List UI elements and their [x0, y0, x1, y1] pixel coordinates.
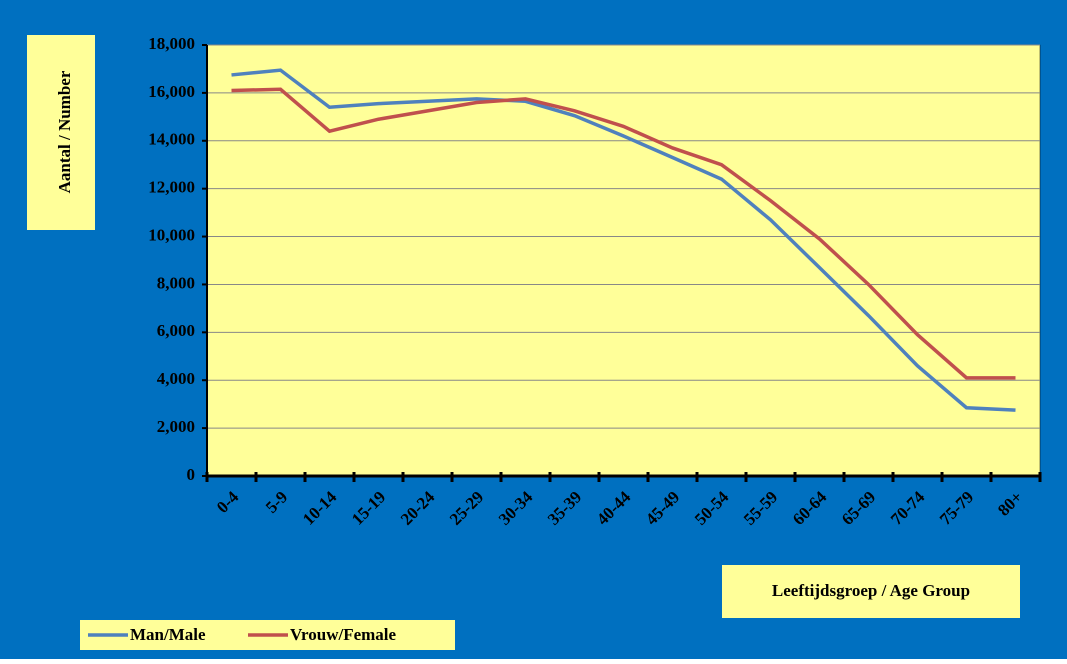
plot-area — [206, 44, 1041, 477]
y-tick-label: 16,000 — [148, 82, 195, 101]
y-tick-label: 10,000 — [148, 225, 195, 244]
y-tick-label: 6,000 — [157, 321, 195, 340]
y-tick-label: 0 — [187, 465, 196, 484]
x-label-box — [722, 565, 1020, 618]
y-tick-label: 2,000 — [157, 417, 195, 436]
data-line — [231, 87, 1016, 380]
y-tick-label: 8,000 — [157, 273, 195, 292]
y-tick-label: 4,000 — [157, 369, 195, 388]
y-axis-label: Aantal / Number — [55, 70, 74, 193]
legend-label: Vrouw/Female — [290, 625, 397, 644]
y-tick-label: 14,000 — [148, 130, 195, 149]
data-line — [231, 68, 1016, 412]
y-tick-label: 18,000 — [148, 34, 195, 53]
x-axis-label: Leeftijdsgroep / Age Group — [772, 581, 970, 600]
y-label-box — [27, 35, 95, 230]
y-tick-label: 12,000 — [148, 178, 195, 197]
legend-label: Man/Male — [130, 625, 206, 644]
